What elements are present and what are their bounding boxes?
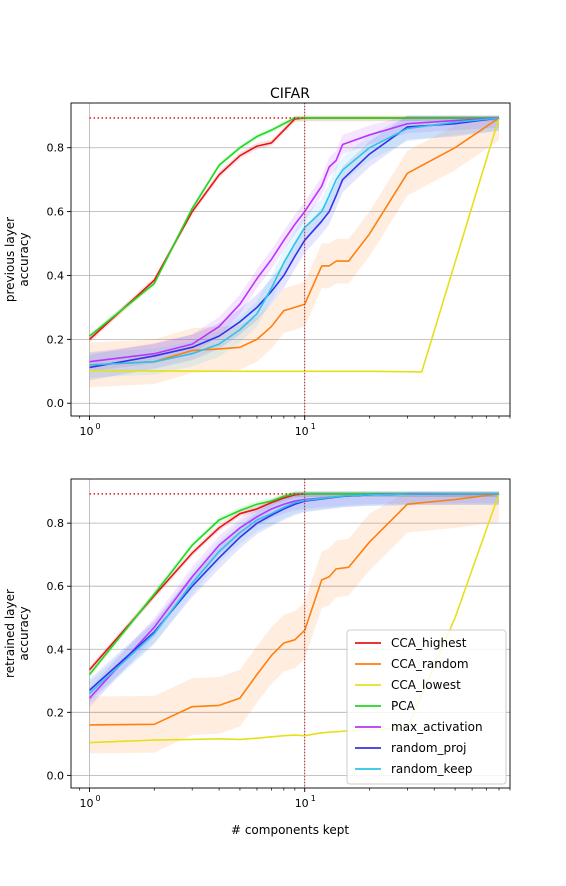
legend-label-CCA-random: CCA_random	[391, 657, 469, 671]
legend-box	[346, 629, 507, 785]
legend-label-max-activation: max_activation	[391, 720, 483, 734]
legend-label-PCA: PCA	[391, 699, 416, 713]
y-axis-label: accuracy	[17, 606, 31, 660]
x-tick-exponent: 0	[96, 794, 101, 803]
x-tick-exponent: 1	[311, 422, 316, 431]
x-tick-exponent: 0	[96, 422, 101, 431]
y-axis-label: previous layer	[3, 217, 17, 302]
series-line-PCA	[89, 117, 499, 337]
series-line-max-activation	[89, 117, 500, 363]
x-tick-exponent: 1	[311, 794, 316, 803]
legend-label-CCA-lowest: CCA_lowest	[391, 678, 461, 692]
band-CCA-random	[89, 491, 499, 754]
y-axis-label: accuracy	[17, 232, 31, 286]
band-random-proj	[89, 115, 499, 381]
legend-label-random-proj: random_proj	[391, 741, 467, 755]
axes-frame	[70, 102, 511, 417]
y-tick-label: 0.8	[47, 142, 65, 155]
x-tick-label: 10	[80, 797, 94, 810]
series-line-random-keep	[89, 117, 500, 366]
legend-label-random-keep: random_keep	[391, 762, 472, 776]
band-CCA-random	[89, 115, 499, 388]
y-axis-label: retrained layer	[3, 589, 17, 678]
y-tick-label: 0.6	[47, 580, 65, 593]
series-line-CCA-lowest	[89, 117, 500, 373]
x-tick-label: 10	[80, 425, 94, 438]
y-tick-label: 0.4	[47, 269, 65, 282]
y-tick-label: 0.4	[47, 643, 65, 656]
y-tick-label: 0.0	[47, 397, 65, 410]
y-tick-label: 0.8	[47, 517, 65, 530]
y-tick-label: 0.2	[47, 706, 65, 719]
x-tick-label: 10	[295, 425, 309, 438]
y-tick-label: 0.2	[47, 333, 65, 346]
band-max-activation	[89, 491, 499, 708]
axes-frame	[70, 478, 511, 789]
x-axis-label: # components kept	[231, 823, 349, 837]
chart-title: CIFAR	[270, 86, 310, 102]
band-random-keep	[89, 115, 499, 378]
series-line-CCA-random	[89, 493, 500, 726]
y-tick-label: 0.6	[47, 206, 65, 219]
y-tick-label: 0.0	[47, 769, 65, 782]
legend: CCA_highest CCA_random CCA_lowest PCA max_ac…	[346, 629, 507, 785]
x-tick-label: 10	[295, 797, 309, 810]
series-line-random-keep	[88, 493, 499, 694]
series-line-random-proj	[89, 117, 500, 369]
legend-label-CCA-highest: CCA_highest	[391, 636, 467, 650]
series-line-CCA-random	[89, 117, 500, 366]
